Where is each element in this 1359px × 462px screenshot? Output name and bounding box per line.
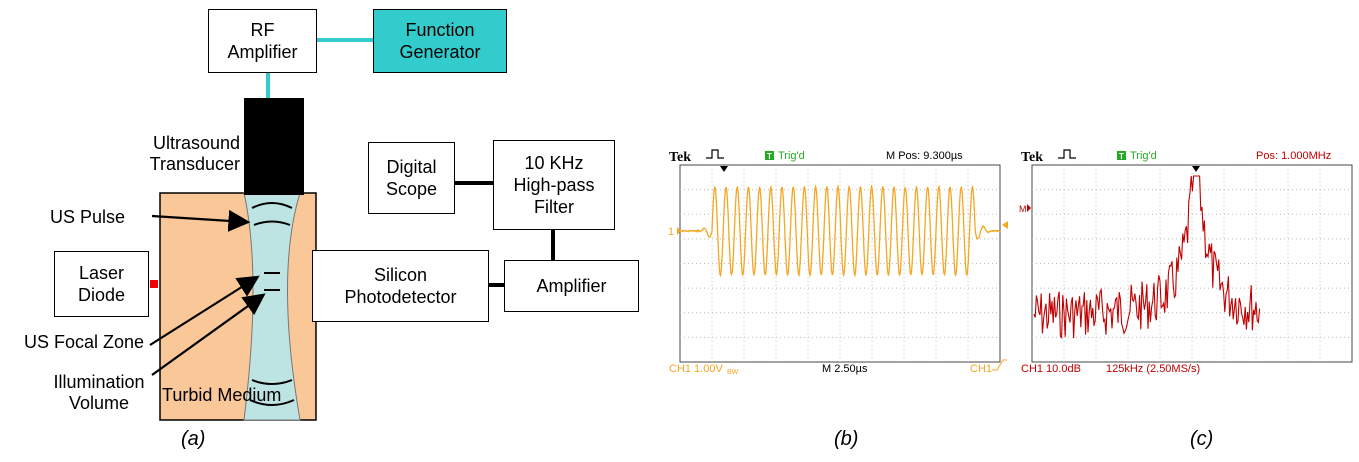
scope-c-ch1-scale: CH1 10.0dB [1021, 363, 1081, 375]
scope-c-math-marker: M [1019, 204, 1027, 214]
scope-c-trig-status: Trig'd [1130, 150, 1157, 162]
svg-text:T: T [1119, 152, 1124, 161]
scope-c-grid [1032, 165, 1352, 362]
scope-c-span: 125kHz (2.50MS/s) [1106, 363, 1200, 375]
scope-c-position: Pos: 1.000MHz [1256, 150, 1331, 162]
caption-c: (c) [1190, 428, 1213, 451]
scope-c-brand: Tek [1021, 150, 1043, 165]
scope-c-pulse-icon [1058, 150, 1076, 158]
